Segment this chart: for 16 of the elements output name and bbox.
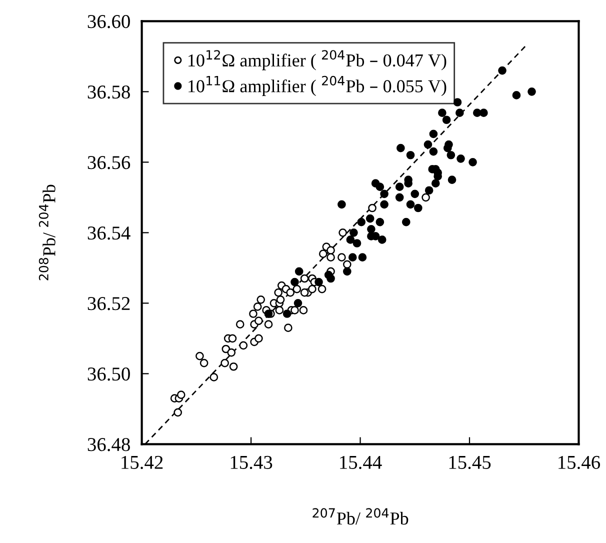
x-axis-title: $^{207}$Pb/ $^{204}$Pb	[312, 508, 408, 525]
legend-label: 10$^{11}$Ω amplifier ( $^{204}$Pb – 0.055 V)	[188, 76, 446, 96]
x-tick-label: 15.44	[340, 456, 382, 470]
x-tick-label: 15.46	[558, 456, 600, 470]
y-tick-label: 36.56	[88, 156, 130, 170]
y-tick-label: 36.60	[88, 14, 130, 28]
y-tick-label: 36.48	[88, 438, 130, 452]
x-tick-label: 15.45	[449, 456, 491, 470]
x-tick-label: 15.42	[122, 456, 163, 470]
x-tick-label: 15.43	[230, 456, 272, 470]
y-tick-label: 36.52	[88, 297, 130, 310]
y-tick-label: 36.50	[88, 367, 130, 381]
y-tick-label: 36.54	[88, 226, 130, 240]
legend-label: 10$^{12}$Ω amplifier ( $^{204}$Pb – 0.047 V)	[188, 50, 446, 70]
y-tick-label: 36.58	[88, 85, 130, 99]
y-axis-title: $^{208}$Pb/ $^{204}$Pb	[38, 184, 56, 280]
